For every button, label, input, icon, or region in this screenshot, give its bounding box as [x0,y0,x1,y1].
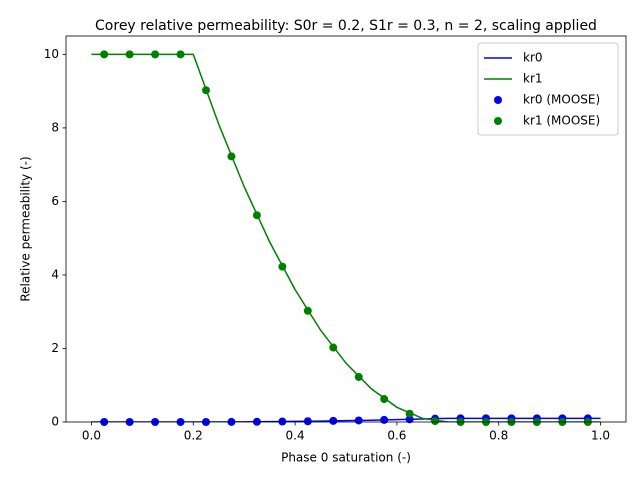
series-marker [202,86,210,95]
series-marker [329,416,338,425]
y-axis-label: Relative permeability (-) [19,156,33,301]
series-marker [278,417,287,426]
series-marker [151,50,160,59]
x-axis-label: Phase 0 saturation (-) [281,451,411,465]
series-line [91,417,601,422]
series-marker [278,262,287,271]
series-marker [125,50,134,59]
y-tick-label: 6 [51,194,59,208]
x-tick-label: 0.0 [82,429,101,443]
y-tick-label: 0 [51,415,59,429]
legend-label: kr0 (MOOSE) [523,93,600,107]
x-tick-label: 0.8 [489,429,508,443]
series-marker [329,343,338,352]
legend-swatch [494,96,502,104]
legend-box [477,42,619,136]
y-tick-label: 4 [51,267,59,281]
x-tick-label: 0.6 [387,429,406,443]
legend-label: kr1 [523,72,543,86]
plot-frame [65,35,627,423]
series-marker [252,211,261,220]
legend-label: kr0 [523,51,543,65]
series-marker [100,50,109,59]
x-tick-label: 1.0 [591,429,610,443]
x-tick-label: 0.4 [286,429,305,443]
chart-title: Corey relative permeability: S0r = 0.2, … [95,18,597,34]
legend-label: kr1 (MOOSE) [523,114,600,128]
series-marker [303,306,312,315]
legend-swatch [494,117,502,125]
series-marker [405,415,414,424]
series-line [91,53,601,422]
series-marker [405,409,414,418]
y-tick-label: 8 [51,120,59,134]
series-marker [380,415,389,424]
series-marker [176,50,185,59]
series-marker [354,416,363,425]
y-tick-label: 10 [44,47,59,61]
series-marker [431,417,440,426]
series-marker [227,152,236,161]
series-marker [303,417,312,426]
x-tick-label: 0.2 [184,429,203,443]
series-marker [380,395,389,404]
y-tick-label: 2 [51,341,59,355]
series-marker [354,372,363,381]
